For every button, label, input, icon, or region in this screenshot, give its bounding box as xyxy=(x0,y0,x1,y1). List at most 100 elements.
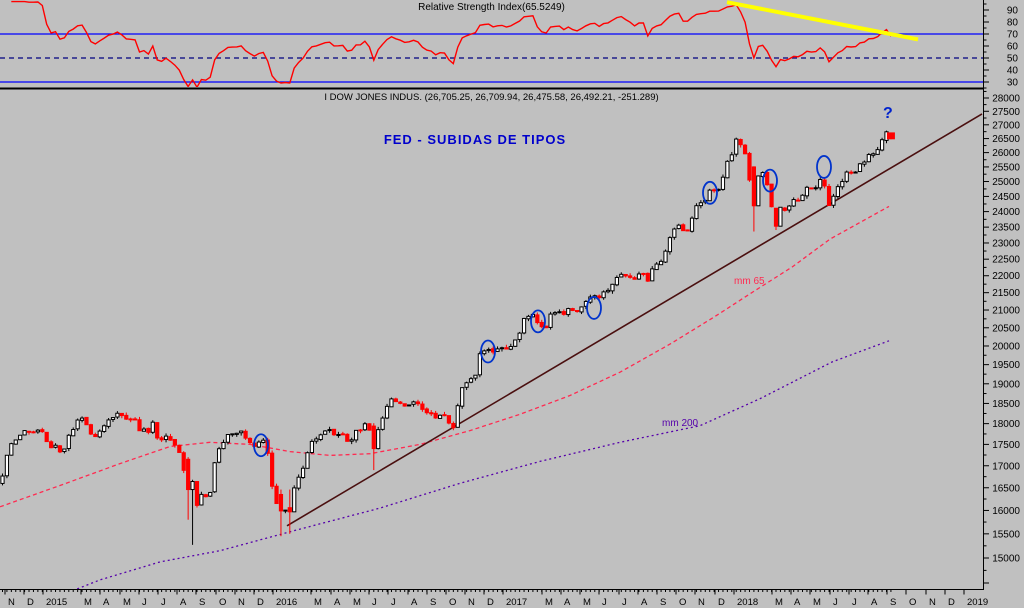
svg-text:A: A xyxy=(103,597,110,608)
svg-text:15000: 15000 xyxy=(992,554,1020,565)
svg-text:18000: 18000 xyxy=(992,419,1020,430)
svg-text:16000: 16000 xyxy=(992,506,1020,517)
svg-text:M: M xyxy=(123,597,131,608)
svg-text:J: J xyxy=(391,597,396,608)
svg-text:18500: 18500 xyxy=(992,399,1020,410)
svg-text:24500: 24500 xyxy=(992,192,1020,203)
svg-text:N: N xyxy=(698,597,705,608)
svg-text:D: D xyxy=(257,597,264,608)
fed-hike-circle xyxy=(253,433,269,458)
svg-text:O: O xyxy=(449,597,456,608)
svg-text:J: J xyxy=(602,597,607,608)
svg-text:M: M xyxy=(353,597,361,608)
svg-text:27000: 27000 xyxy=(992,120,1020,131)
svg-text:S: S xyxy=(660,597,666,608)
svg-text:N: N xyxy=(929,597,936,608)
svg-text:A: A xyxy=(641,597,648,608)
svg-text:N: N xyxy=(468,597,475,608)
svg-text:23000: 23000 xyxy=(992,238,1020,249)
candles-layer xyxy=(0,130,895,545)
svg-text:D: D xyxy=(27,597,34,608)
svg-text:2019: 2019 xyxy=(967,597,988,608)
svg-text:22000: 22000 xyxy=(992,271,1020,282)
ma200-line xyxy=(75,340,890,589)
svg-text:J: J xyxy=(372,597,377,608)
svg-text:28000: 28000 xyxy=(992,94,1020,105)
svg-text:27500: 27500 xyxy=(992,107,1020,118)
svg-text:A: A xyxy=(411,597,418,608)
svg-text:S: S xyxy=(199,597,205,608)
fed-hike-circle xyxy=(480,339,496,364)
svg-text:D: D xyxy=(487,597,494,608)
svg-text:N: N xyxy=(8,597,15,608)
svg-text:M: M xyxy=(583,597,591,608)
time-axis: N D 2015 M A M J J A S O N D 2016 M A M J J A S O N D 2017 M A M J J A… xyxy=(0,589,988,608)
svg-text:M: M xyxy=(813,597,821,608)
svg-text:21500: 21500 xyxy=(992,288,1020,299)
svg-text:80: 80 xyxy=(1007,18,1019,29)
svg-text:M: M xyxy=(775,597,783,608)
svg-text:20500: 20500 xyxy=(992,323,1020,334)
svg-text:19500: 19500 xyxy=(992,360,1020,371)
rsi-line xyxy=(11,0,892,87)
svg-text:J: J xyxy=(142,597,147,608)
rsi-trendline xyxy=(726,0,919,42)
fed-hike-circle xyxy=(762,168,778,193)
svg-text:J: J xyxy=(833,597,838,608)
svg-text:17000: 17000 xyxy=(992,461,1020,472)
svg-text:D: D xyxy=(718,597,725,608)
svg-text:O: O xyxy=(679,597,686,608)
svg-text:O: O xyxy=(909,597,916,608)
svg-text:A: A xyxy=(871,597,878,608)
svg-text:25500: 25500 xyxy=(992,162,1020,173)
svg-text:S: S xyxy=(890,597,896,608)
svg-text:21000: 21000 xyxy=(992,306,1020,317)
svg-text:A: A xyxy=(564,597,571,608)
svg-text:25000: 25000 xyxy=(992,177,1020,188)
svg-text:26000: 26000 xyxy=(992,148,1020,159)
fed-hike-circle xyxy=(530,309,546,334)
svg-text:24000: 24000 xyxy=(992,207,1020,218)
svg-text:A: A xyxy=(334,597,341,608)
panel-separator xyxy=(0,87,983,90)
svg-text:50: 50 xyxy=(1007,54,1019,65)
uptrend-line xyxy=(286,113,983,527)
svg-text:40: 40 xyxy=(1007,66,1019,77)
svg-text:30: 30 xyxy=(1007,78,1019,89)
svg-text:2015: 2015 xyxy=(46,597,67,608)
svg-text:22500: 22500 xyxy=(992,255,1020,266)
svg-text:M: M xyxy=(314,597,322,608)
rsi-plot xyxy=(0,0,983,87)
svg-text:2017: 2017 xyxy=(506,597,527,608)
fed-hike-circle xyxy=(702,180,718,205)
svg-text:M: M xyxy=(84,597,92,608)
svg-text:15500: 15500 xyxy=(992,529,1020,540)
svg-text:A: A xyxy=(180,597,187,608)
svg-text:J: J xyxy=(852,597,857,608)
svg-text:20000: 20000 xyxy=(992,341,1020,352)
svg-text:16500: 16500 xyxy=(992,483,1020,494)
svg-text:J: J xyxy=(622,597,627,608)
svg-text:19000: 19000 xyxy=(992,379,1020,390)
svg-text:90: 90 xyxy=(1007,6,1019,17)
svg-text:23500: 23500 xyxy=(992,223,1020,234)
price-plot xyxy=(0,113,983,589)
ma65-line xyxy=(0,205,890,508)
svg-text:2018: 2018 xyxy=(737,597,758,608)
svg-text:M: M xyxy=(545,597,553,608)
svg-text:O: O xyxy=(219,597,226,608)
fed-hike-circle xyxy=(586,296,602,320)
svg-text:17500: 17500 xyxy=(992,440,1020,451)
svg-text:70: 70 xyxy=(1007,30,1019,41)
svg-text:A: A xyxy=(794,597,801,608)
svg-text:S: S xyxy=(430,597,436,608)
svg-text:J: J xyxy=(161,597,166,608)
svg-text:D: D xyxy=(948,597,955,608)
svg-text:N: N xyxy=(238,597,245,608)
svg-text:60: 60 xyxy=(1007,42,1019,53)
svg-text:2016: 2016 xyxy=(276,597,297,608)
svg-text:26500: 26500 xyxy=(992,134,1020,145)
